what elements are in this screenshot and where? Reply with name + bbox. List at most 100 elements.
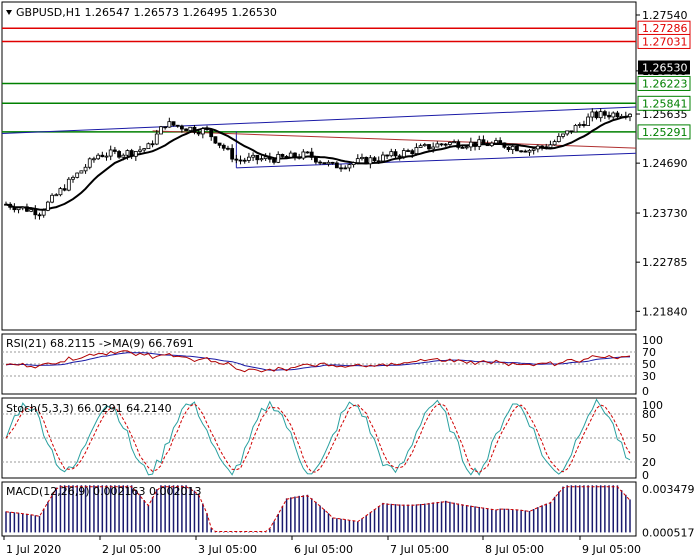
candle-body: [515, 145, 519, 152]
candle-body: [83, 166, 88, 172]
candle-body: [16, 207, 21, 211]
candle-body: [71, 176, 75, 180]
channel-lower-line: [236, 152, 637, 169]
level-label-4: 1.25841: [642, 97, 688, 110]
candle-body: [146, 143, 151, 149]
moving-average-line: [5, 115, 631, 211]
candle-body: [288, 152, 293, 158]
candle-body: [448, 142, 452, 145]
time-axis-label: 6 Jul 05:00: [294, 543, 353, 556]
candle-body: [385, 154, 390, 157]
candle-body: [163, 126, 168, 129]
price-axis-label: 1.23730: [642, 207, 688, 220]
candle-body: [205, 128, 209, 131]
candle-body: [431, 146, 436, 150]
candle-body: [502, 142, 507, 148]
candle-body: [326, 161, 331, 165]
candle-body: [523, 150, 528, 153]
dropdown-triangle-icon: [6, 10, 12, 15]
candle-body: [540, 145, 544, 148]
candle-body: [351, 162, 356, 166]
candle-body: [372, 157, 377, 162]
candle-body: [79, 170, 84, 174]
candle-body: [196, 131, 201, 135]
candle-body: [45, 201, 50, 211]
candle-body: [293, 152, 297, 158]
price-axis-label: 1.25635: [642, 108, 688, 121]
candle-body: [234, 158, 239, 161]
candle-body: [209, 129, 214, 138]
stoch-axis-label: 100: [642, 399, 663, 412]
candle-body: [179, 125, 184, 130]
candle-body: [54, 194, 59, 197]
candle-body: [255, 154, 260, 161]
candle-body: [489, 142, 494, 147]
candle-body: [510, 145, 515, 150]
panel-frame-main: [1, 1, 637, 331]
candle-body: [87, 158, 92, 168]
candle-body: [138, 149, 142, 152]
candle-body: [96, 154, 101, 160]
candle-body: [25, 206, 29, 212]
time-axis-label: 2 Jul 05:00: [102, 543, 161, 556]
stoch-axis-label: 20: [642, 456, 656, 469]
candle-body: [192, 126, 197, 133]
candle-body: [586, 116, 591, 126]
candle-body: [259, 158, 264, 161]
rsi-ma-line: [5, 352, 630, 371]
candle-body: [628, 113, 632, 118]
candle-body: [355, 158, 360, 164]
candle-body: [368, 157, 373, 165]
panel-frame-macd: [1, 481, 637, 537]
candle-body: [108, 149, 113, 157]
candle-body: [544, 146, 549, 149]
candle-body: [121, 154, 126, 158]
candle-body: [594, 111, 599, 119]
candle-body: [251, 154, 255, 158]
candle-body: [590, 111, 595, 118]
level-label-2: 1.27031: [642, 35, 688, 48]
candle-body: [213, 136, 218, 144]
candle-body: [422, 144, 427, 147]
candle-body: [129, 150, 134, 157]
candle-body: [297, 156, 302, 159]
candle-body: [519, 150, 524, 153]
time-axis-label: 8 Jul 05:00: [485, 543, 544, 556]
candle-body: [573, 125, 578, 133]
candle-body: [221, 144, 226, 149]
candle-body: [318, 161, 322, 164]
candle-body: [100, 154, 105, 158]
candle-body: [582, 124, 586, 126]
price-axis-label: 1.27540: [642, 9, 688, 22]
candle-body: [343, 167, 348, 170]
candle-body: [406, 150, 410, 152]
candle-body: [276, 153, 281, 163]
candle-body: [226, 147, 230, 150]
candle-body: [569, 130, 574, 133]
rsi-axis-top-label: 100: [642, 334, 663, 347]
candle-body: [322, 162, 327, 165]
candle-body: [376, 160, 381, 163]
price-axis-label: 1.22785: [642, 256, 688, 269]
rsi-line: [5, 350, 631, 373]
candle-body: [50, 194, 54, 203]
candle-body: [531, 148, 536, 151]
candle-body: [112, 149, 117, 152]
price-axis-label: 1.24690: [642, 157, 688, 170]
candle-body: [8, 203, 13, 208]
level-label-5: 1.25291: [642, 126, 688, 139]
candle-body: [561, 133, 565, 137]
candle-body: [481, 139, 486, 144]
macd-axis-label: 0.000517: [642, 526, 695, 539]
candle-body: [452, 141, 457, 144]
candle-body: [104, 155, 109, 158]
candle-body: [150, 143, 155, 146]
candle-body: [133, 151, 138, 157]
candle-body: [142, 148, 147, 151]
candle-body: [418, 145, 423, 148]
candle-body: [389, 151, 394, 157]
channel-upper-line: [1, 106, 637, 135]
candle-body: [435, 143, 440, 148]
candle-body: [284, 156, 289, 158]
